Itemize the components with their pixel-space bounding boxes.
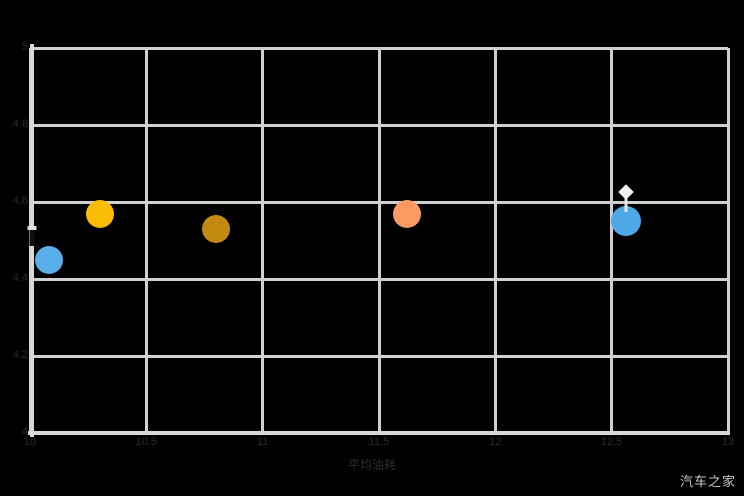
gridline-horizontal [30,277,728,281]
watermark: 汽车之家 [679,474,736,489]
y-axis-tick-label: 4.4 [12,272,28,284]
hover-indicator-stem [624,196,628,213]
gridline-vertical [261,48,265,433]
gridline-vertical [610,48,614,433]
data-point[interactable] [202,214,231,243]
y-axis-tick-label: 4.6 [12,195,28,207]
y-axis-hover-marker-cap [27,225,37,230]
gridline-horizontal [30,123,728,127]
gridline-vertical [726,48,730,433]
plot-area [28,46,730,435]
x-axis-title: 平均油耗 [347,458,396,472]
data-point[interactable] [392,199,421,228]
x-axis-tick-label: 13 [721,436,735,448]
x-axis-tick-label: 12.5 [600,436,623,448]
gridline-horizontal [30,354,728,358]
gridline-horizontal [30,46,728,50]
x-axis-tick-label: 12 [489,436,502,448]
y-axis-tick-label: 4.8 [12,118,28,130]
y-axis-hover-marker [29,229,35,246]
y-axis-tick-label: 5 [21,41,28,53]
y-axis-tick-label: 4.2 [12,349,28,361]
gridline-horizontal [30,200,728,204]
x-axis-tick-label: 10.5 [135,436,158,448]
x-axis-tick-label: 11 [256,436,269,448]
gridline-vertical [144,48,148,433]
x-axis-line [28,431,730,435]
x-axis-tick-label: 11.5 [368,436,390,448]
gridline-vertical [377,48,381,433]
data-point[interactable] [85,199,114,228]
x-axis-tick-label: 10 [23,436,37,448]
data-point[interactable] [34,245,63,274]
y-axis-tick-label: 4 [21,426,28,438]
gridline-vertical [493,48,497,433]
